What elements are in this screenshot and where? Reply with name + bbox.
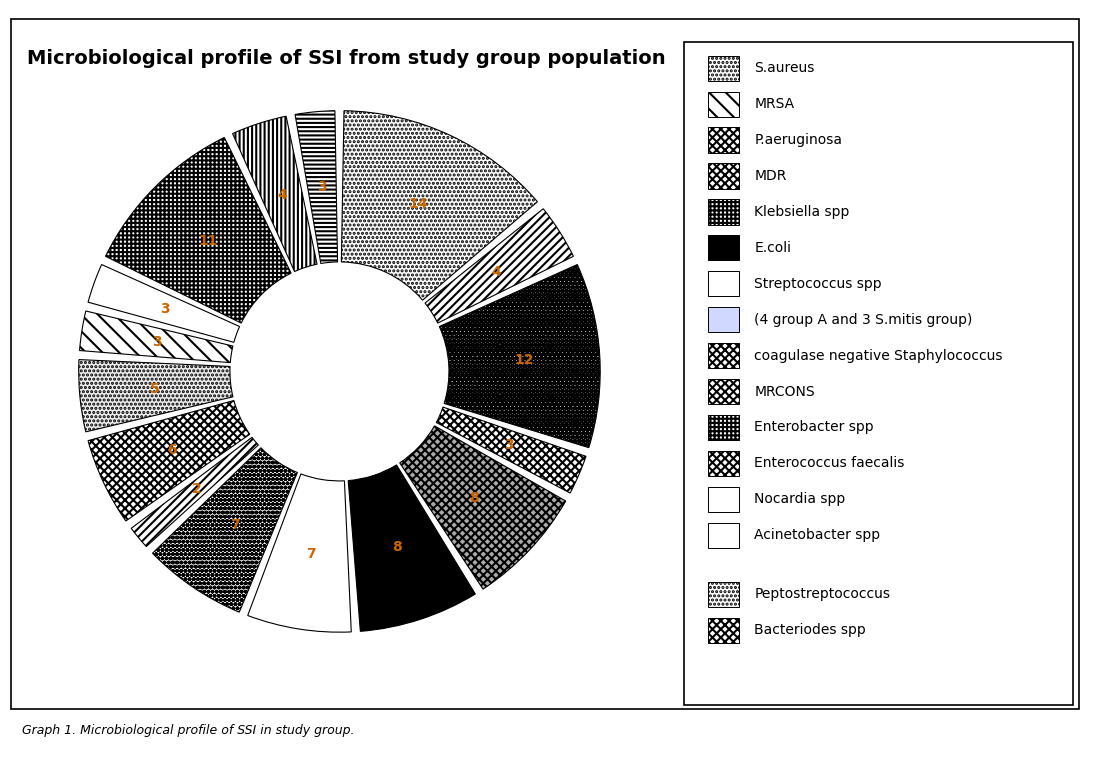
Wedge shape <box>425 208 574 323</box>
Text: (4 group A and 3 S.mitis group): (4 group A and 3 S.mitis group) <box>754 313 972 327</box>
Text: Graph 1. Microbiological profile of SSI in study group.: Graph 1. Microbiological profile of SSI … <box>22 724 355 737</box>
Wedge shape <box>79 359 233 432</box>
Bar <box>707 55 739 81</box>
Text: 8: 8 <box>470 491 480 505</box>
Wedge shape <box>342 111 538 300</box>
Bar <box>707 343 739 368</box>
Text: 2: 2 <box>192 482 201 496</box>
Bar <box>707 451 739 476</box>
Wedge shape <box>439 265 600 448</box>
Bar <box>707 582 739 607</box>
Wedge shape <box>88 400 250 521</box>
Text: 5: 5 <box>150 382 160 396</box>
Wedge shape <box>348 465 475 631</box>
Text: 12: 12 <box>515 352 534 367</box>
Text: 8: 8 <box>392 540 402 555</box>
Wedge shape <box>131 437 258 547</box>
Bar <box>707 415 739 440</box>
Wedge shape <box>80 311 233 362</box>
Bar <box>707 199 739 224</box>
Bar <box>707 379 739 404</box>
Wedge shape <box>88 265 240 343</box>
Text: 3: 3 <box>505 438 515 452</box>
Text: P.aeruginosa: P.aeruginosa <box>754 133 842 147</box>
Text: Enterobacter spp: Enterobacter spp <box>754 421 874 434</box>
Bar <box>707 92 739 117</box>
Wedge shape <box>232 116 318 271</box>
Text: 11: 11 <box>199 233 218 248</box>
Wedge shape <box>400 426 566 589</box>
Wedge shape <box>295 111 337 264</box>
Text: Nocardia spp: Nocardia spp <box>754 493 845 506</box>
Text: 7: 7 <box>306 547 315 561</box>
Text: MRSA: MRSA <box>754 97 795 111</box>
Text: 14: 14 <box>408 197 428 211</box>
Bar <box>707 307 739 332</box>
Bar <box>707 164 739 189</box>
Text: 6: 6 <box>168 443 176 457</box>
Wedge shape <box>152 448 298 612</box>
Bar <box>707 235 739 261</box>
Text: 7: 7 <box>231 518 240 531</box>
Bar <box>707 487 739 512</box>
Text: 3: 3 <box>161 302 170 316</box>
Text: 3: 3 <box>152 336 161 349</box>
Text: Klebsiella spp: Klebsiella spp <box>754 205 850 219</box>
Text: coagulase negative Staphylococcus: coagulase negative Staphylococcus <box>754 349 1003 362</box>
Text: Acinetobacter spp: Acinetobacter spp <box>754 528 880 542</box>
Text: MDR: MDR <box>754 169 786 183</box>
Wedge shape <box>436 407 586 493</box>
Text: Streptococcus spp: Streptococcus spp <box>754 277 881 291</box>
Wedge shape <box>247 474 351 632</box>
Bar <box>707 127 739 152</box>
Text: MRCONS: MRCONS <box>754 384 815 399</box>
Text: S.aureus: S.aureus <box>754 61 815 75</box>
Text: 4: 4 <box>277 188 287 202</box>
Bar <box>707 618 739 643</box>
Bar <box>707 271 739 296</box>
Wedge shape <box>105 137 291 323</box>
Text: Enterococcus faecalis: Enterococcus faecalis <box>754 456 904 471</box>
Text: 4: 4 <box>491 265 500 279</box>
Text: Bacteriodes spp: Bacteriodes spp <box>754 623 866 637</box>
Text: Peptostreptococcus: Peptostreptococcus <box>754 587 890 601</box>
Text: Microbiological profile of SSI from study group population: Microbiological profile of SSI from stud… <box>27 49 666 68</box>
Bar <box>707 523 739 548</box>
Text: E.coli: E.coli <box>754 241 792 255</box>
Text: 3: 3 <box>318 180 326 194</box>
